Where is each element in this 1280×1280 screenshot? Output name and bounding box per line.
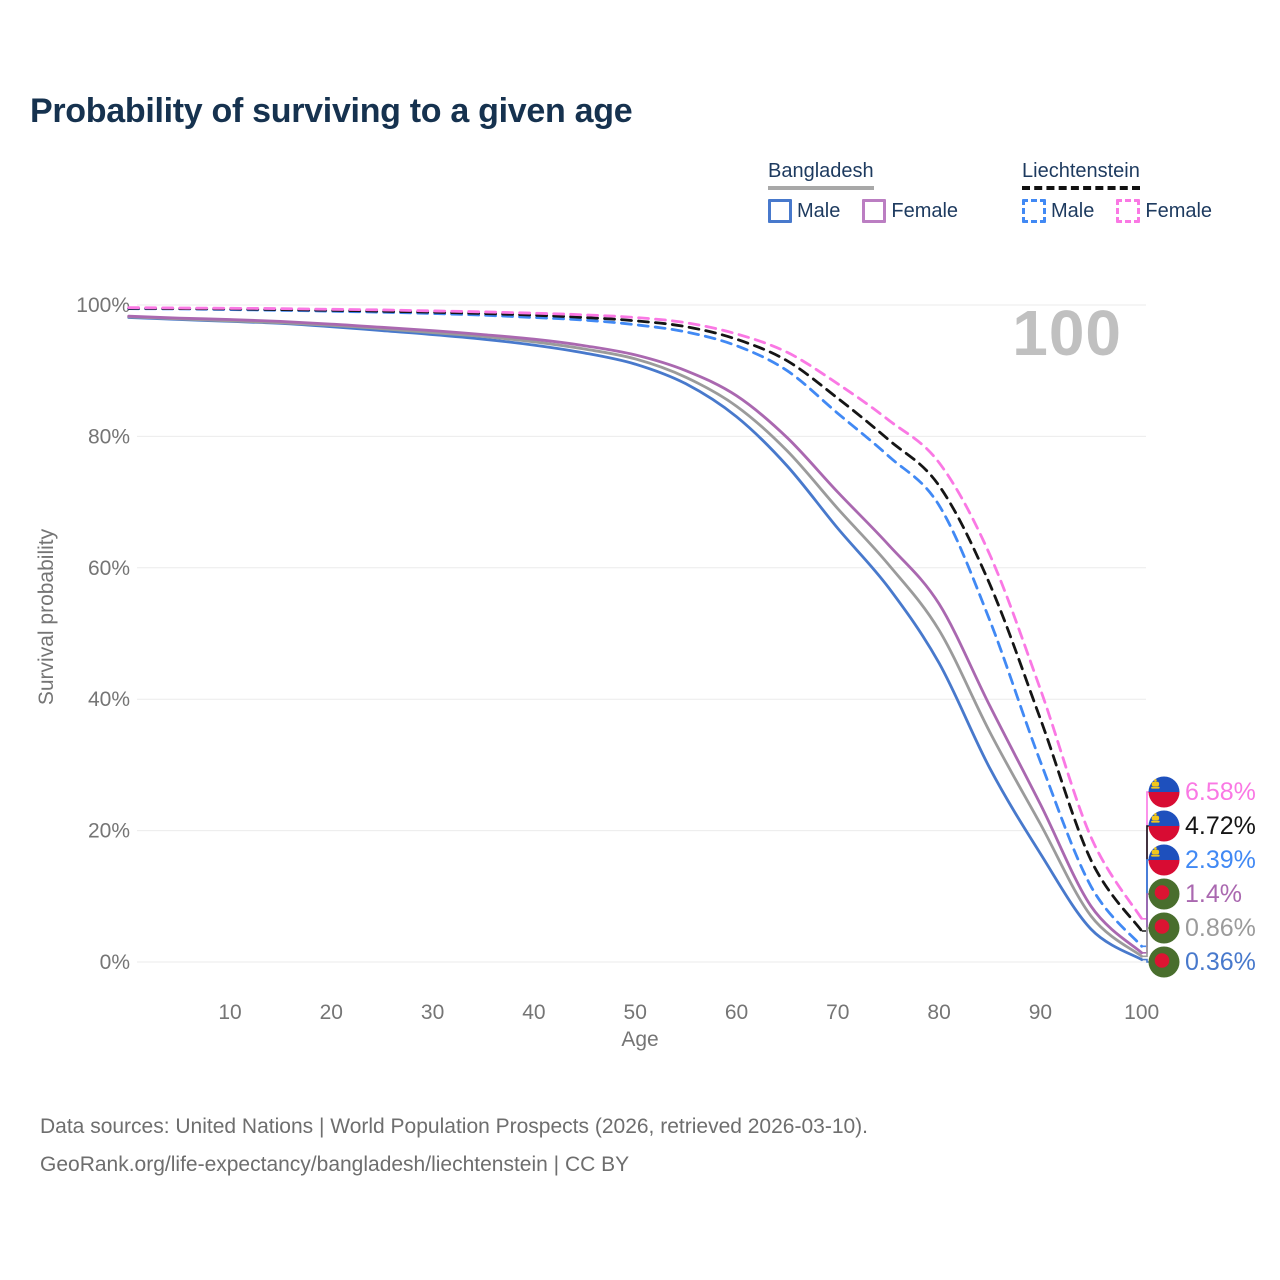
x-tick-label: 80 [927,1001,950,1024]
legend-country-liechtenstein: Liechtenstein [1022,160,1140,190]
x-tick-label: 40 [522,1001,545,1024]
flag-icon-bangladesh [1154,885,1170,900]
series-line-liechtenstein-female[interactable] [127,306,1144,921]
y-tick-label: 40% [88,688,130,711]
end-value-label-liechtenstein-both-sexes: 4.72% [1185,812,1256,840]
legend-item-liechtenstein-female[interactable]: Female [1116,199,1212,223]
crown-icon [1151,815,1160,821]
crown-icon [1151,781,1160,787]
liechtenstein-female-line-swatch [1116,199,1141,223]
end-value-label-liechtenstein-female: 6.58% [1185,778,1256,806]
end-value-label-bangladesh-female: 1.4% [1185,880,1242,908]
bangladesh-male-line-swatch [768,199,792,223]
x-tick-label: 90 [1029,1001,1052,1024]
x-tick-label: 70 [826,1001,849,1024]
x-tick-label: 10 [218,1001,241,1024]
flag-icon-bangladesh [1154,919,1170,934]
legend-items-bangladesh: Male Female [768,199,958,223]
legend-group-liechtenstein: Liechtenstein Male Female [1022,160,1212,223]
crown-icon [1154,779,1157,782]
end-value-label-liechtenstein-male: 2.39% [1185,846,1256,874]
flag-icon-liechtenstein [1148,792,1180,808]
legend-items-liechtenstein: Male Female [1022,199,1212,223]
y-axis-title: Survival probability [35,528,58,706]
liechtenstein-male-line-swatch [1022,199,1046,223]
x-tick-label: 100 [1124,1001,1159,1024]
flag-icon-liechtenstein [1148,826,1180,842]
legend-country-bangladesh: Bangladesh [768,160,874,190]
legend-label: Female [1145,199,1213,222]
legend-label: Male [797,199,841,222]
series-line-bangladesh-male[interactable] [127,316,1144,961]
series-line-liechtenstein-male[interactable] [127,307,1144,948]
legend-group-bangladesh: Bangladesh Male Female [768,160,958,223]
legend-item-bangladesh-female[interactable]: Female [862,199,958,223]
y-tick-label: 100% [76,294,130,317]
flag-icon-bangladesh [1154,953,1170,968]
x-tick-label: 60 [725,1001,748,1024]
y-tick-label: 80% [88,425,130,448]
crown-icon [1154,813,1157,816]
legend-label: Male [1051,199,1095,222]
footer: Data sources: United Nations | World Pop… [40,1108,868,1184]
x-tick-label: 30 [421,1001,444,1024]
crown-icon [1151,854,1160,857]
bangladesh-female-line-swatch [862,199,887,223]
end-value-label-bangladesh-male: 0.36% [1185,948,1256,976]
legend-item-bangladesh-male[interactable]: Male [768,199,840,223]
x-axis-title: Age [621,1028,659,1051]
crown-icon [1151,849,1160,855]
end-value-label-bangladesh-both-sexes: 0.86% [1185,914,1256,942]
age-marker-watermark: 100 [1012,297,1122,369]
y-tick-label: 20% [88,820,130,843]
series-line-liechtenstein-both-sexes[interactable] [127,306,1144,933]
y-tick-label: 0% [100,951,130,974]
flag-icon-liechtenstein [1148,860,1180,876]
series-line-bangladesh-both-sexes[interactable] [127,315,1144,958]
crown-icon [1151,820,1160,823]
crown-icon [1154,847,1157,850]
x-tick-label: 20 [320,1001,343,1024]
data-sources-line: Data sources: United Nations | World Pop… [40,1115,869,1138]
page-title: Probability of surviving to a given age [30,92,633,130]
legend-item-liechtenstein-male[interactable]: Male [1022,199,1094,223]
legend-label: Female [891,199,959,222]
series-line-bangladesh-female[interactable] [127,314,1144,955]
y-tick-label: 60% [88,557,130,580]
attribution-line: GeoRank.org/life-expectancy/bangladesh/l… [40,1153,630,1176]
crown-icon [1151,786,1160,789]
x-tick-label: 50 [624,1001,647,1024]
